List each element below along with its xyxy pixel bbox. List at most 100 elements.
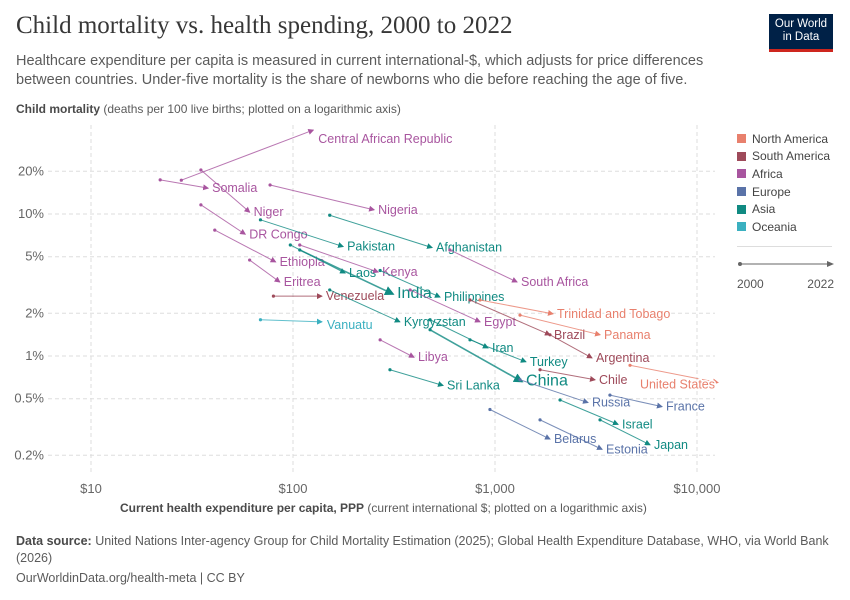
country-label: Brazil — [554, 328, 585, 342]
trajectory-arrow — [409, 289, 481, 323]
trajectory-arrow — [260, 219, 345, 248]
country-label: Turkey — [530, 355, 568, 369]
x-axis-label-rest: (current international $; plotted on a l… — [364, 501, 647, 515]
start-point — [328, 213, 332, 217]
country-label: Afghanistan — [436, 241, 502, 255]
time-end-label: 2022 — [807, 276, 834, 291]
trajectory-arrow — [599, 419, 651, 446]
country-label: Venezuela — [326, 289, 384, 303]
legend-item-south-america[interactable]: South America — [737, 148, 837, 166]
x-tick-label: $1,000 — [475, 481, 515, 496]
country-label: DR Congo — [249, 227, 307, 241]
legend-label: North America — [752, 131, 829, 146]
country-label: Central African Republic — [318, 132, 452, 146]
country-label: India — [397, 285, 432, 302]
y-axis-label-rest: (deaths per 100 live births; plotted on … — [100, 102, 401, 116]
legend-label: Europe — [752, 184, 791, 199]
legend-item-africa[interactable]: Africa — [737, 165, 837, 183]
country-label: Philippines — [444, 290, 504, 304]
x-tick-label: $100 — [279, 481, 308, 496]
y-tick-label: 0.2% — [14, 447, 44, 462]
trajectory-arrow — [200, 204, 247, 235]
legend-item-oceania[interactable]: Oceania — [737, 218, 837, 236]
legend-item-north-america[interactable]: North America — [737, 130, 837, 148]
trajectory-arrow — [249, 259, 281, 283]
trajectory-arrow — [539, 419, 603, 450]
country-label: South Africa — [521, 275, 588, 289]
chart-title: Child mortality vs. health spending, 200… — [16, 12, 513, 39]
country-label: Chile — [599, 373, 628, 387]
y-tick-label: 1% — [25, 348, 44, 363]
trajectory-arrow — [479, 299, 554, 316]
trajectory-arrow — [160, 179, 210, 191]
y-axis-label-bold: Child mortality — [16, 102, 101, 116]
legend-swatch — [737, 187, 746, 197]
trajectory-arrow — [329, 214, 434, 249]
source-label: Data source: — [16, 534, 92, 548]
start-point — [258, 218, 263, 222]
country-label: Kenya — [382, 265, 417, 279]
x-axis-label: Current health expenditure per capita, P… — [120, 501, 647, 515]
y-axis-label: Child mortality (deaths per 100 live bir… — [16, 102, 401, 116]
trajectory-arrow — [389, 369, 444, 387]
country-label: Argentina — [596, 351, 650, 365]
country-label: Libya — [418, 350, 448, 364]
trajectory-arrow — [200, 169, 251, 213]
country-label: France — [666, 400, 705, 414]
trajectory-arrow — [269, 184, 376, 212]
legend-label: Africa — [752, 166, 783, 181]
start-point — [158, 178, 162, 182]
legend-label: Asia — [752, 202, 776, 217]
logo-line2: in Data — [782, 31, 820, 43]
country-label: China — [526, 373, 568, 390]
trajectory-arrow — [629, 364, 719, 385]
country-label: Niger — [254, 205, 284, 219]
country-label: Russia — [592, 396, 630, 410]
legend-item-europe[interactable]: Europe — [737, 183, 837, 201]
y-tick-label: 20% — [18, 163, 44, 178]
trajectory-arrow — [299, 244, 380, 274]
country-label: Nigeria — [378, 203, 418, 217]
legend-item-asia[interactable]: Asia — [737, 200, 837, 218]
trajectory-arrow — [299, 249, 395, 295]
trajectory-arrow — [559, 399, 619, 426]
country-label: Eritrea — [284, 275, 321, 289]
country-label: Vanuatu — [327, 318, 373, 332]
trajectory-arrow — [379, 270, 441, 298]
x-tick-label: $10,000 — [674, 481, 721, 496]
country-label: Estonia — [606, 442, 648, 456]
trajectory-arrow — [429, 329, 524, 383]
legend-label: South America — [752, 149, 831, 164]
x-axis-label-bold: Current health expenditure per capita, P… — [120, 501, 365, 515]
country-label: Pakistan — [347, 240, 395, 254]
chart-subtitle: Healthcare expenditure per capita is mea… — [16, 53, 704, 88]
country-label: Ethiopia — [280, 255, 325, 269]
country-label: Iran — [492, 341, 514, 355]
trajectory-arrow — [214, 229, 277, 263]
trajectory-arrow — [519, 379, 589, 404]
owid-logo[interactable]: Our World in Data — [769, 14, 833, 52]
country-label: Egypt — [484, 315, 516, 329]
trajectory-arrow — [609, 394, 663, 409]
country-label: Trinidad and Tobago — [557, 307, 670, 321]
arrowhead-icon — [827, 260, 834, 267]
country-label: Panama — [604, 328, 651, 342]
y-tick-label: 2% — [25, 305, 44, 320]
y-tick-label: 10% — [18, 206, 44, 221]
trajectory-arrow — [549, 334, 593, 359]
logo-line1: Our World — [774, 18, 828, 30]
footer-url[interactable]: OurWorldinData.org/health-meta | CC BY — [16, 571, 245, 585]
time-start-label: 2000 — [737, 276, 764, 291]
time-legend — [737, 245, 834, 267]
trajectory-arrow — [519, 314, 602, 337]
legend-swatch — [737, 169, 746, 179]
country-label: Somalia — [212, 181, 257, 195]
trajectory-arrow — [449, 249, 518, 283]
trajectory-arrow — [260, 318, 323, 325]
country-label: United States — [640, 378, 715, 392]
trajectory-arrow — [469, 299, 551, 336]
country-label: Israel — [622, 417, 653, 431]
x-tick-label: $10 — [80, 481, 102, 496]
start-point — [268, 183, 272, 187]
